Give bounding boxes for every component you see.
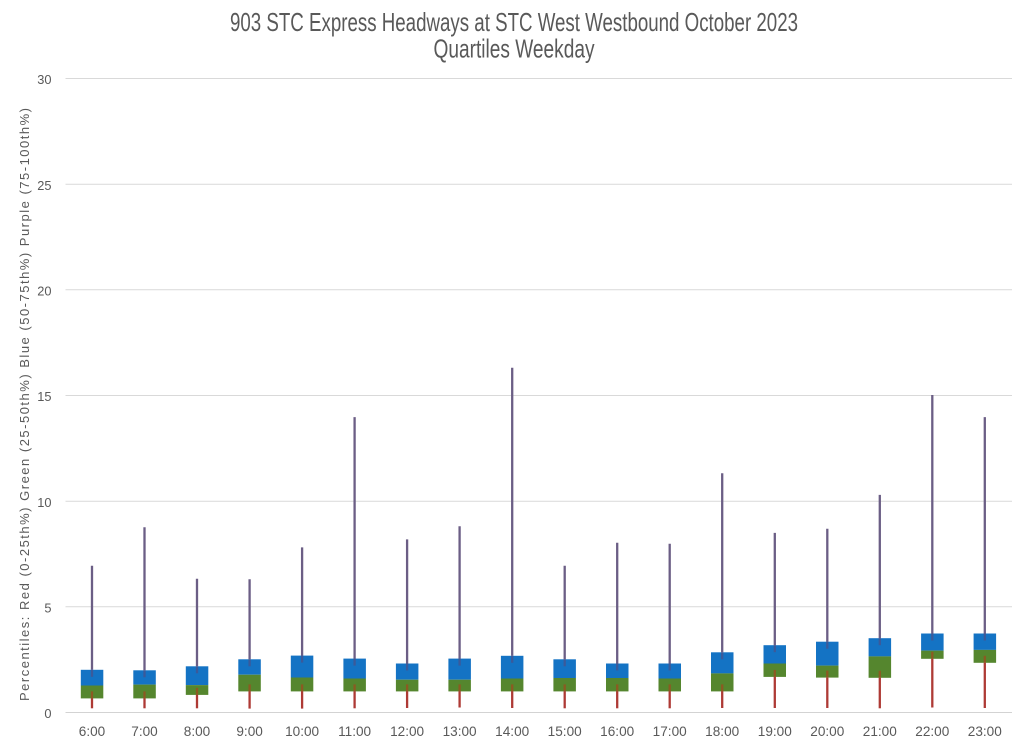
svg-text:16:00: 16:00 — [600, 724, 634, 739]
svg-text:15:00: 15:00 — [548, 724, 582, 739]
svg-text:13:00: 13:00 — [443, 724, 477, 739]
svg-text:0: 0 — [44, 706, 51, 721]
svg-text:19:00: 19:00 — [758, 724, 792, 739]
svg-text:17:00: 17:00 — [653, 724, 687, 739]
svg-text:20: 20 — [37, 283, 51, 298]
svg-text:9:00: 9:00 — [236, 724, 263, 739]
svg-text:8:00: 8:00 — [184, 724, 211, 739]
svg-text:10:00: 10:00 — [285, 724, 319, 739]
svg-text:22:00: 22:00 — [915, 724, 949, 739]
svg-text:14:00: 14:00 — [495, 724, 529, 739]
svg-text:903 STC Express Headways at ST: 903 STC Express Headways at STC West Wes… — [230, 9, 798, 37]
svg-text:18:00: 18:00 — [705, 724, 739, 739]
svg-text:15: 15 — [37, 389, 51, 404]
svg-text:11:00: 11:00 — [338, 724, 371, 739]
svg-text:25: 25 — [37, 178, 51, 193]
svg-text:23:00: 23:00 — [968, 724, 1002, 739]
svg-text:6:00: 6:00 — [79, 724, 106, 739]
svg-text:7:00: 7:00 — [131, 724, 158, 739]
svg-text:20:00: 20:00 — [810, 724, 844, 739]
svg-text:10: 10 — [37, 495, 51, 510]
svg-text:21:00: 21:00 — [863, 724, 897, 739]
svg-text:Percentiles: Red (0-25th%) G: Percentiles: Red (0-25th%) Green (25-50t… — [17, 108, 32, 701]
svg-text:Quartiles Weekday: Quartiles Weekday — [434, 35, 595, 63]
svg-text:5: 5 — [44, 600, 51, 615]
svg-text:30: 30 — [37, 72, 51, 87]
svg-text:12:00: 12:00 — [390, 724, 424, 739]
